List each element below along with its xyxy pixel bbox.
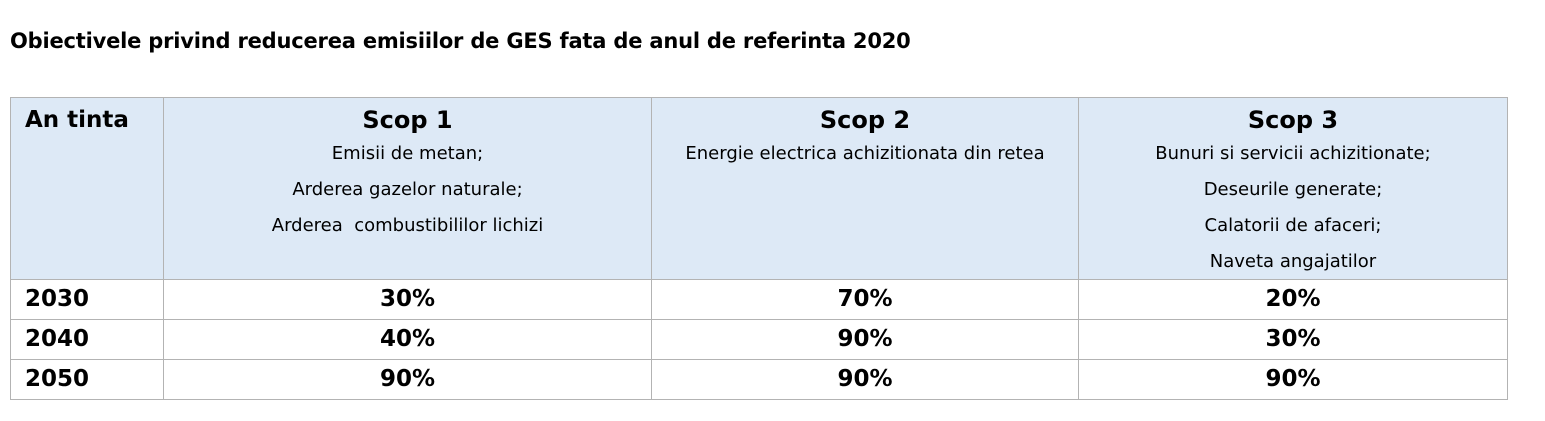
target-year-cell: 2050 xyxy=(10,359,164,400)
scope-3-value: 90% xyxy=(1078,359,1508,400)
scope-3-line: Calatorii de afaceri; xyxy=(1204,215,1382,236)
ges-reduction-table: An tinta Scop 1 Emisii de metan; Arderea… xyxy=(10,97,1508,400)
scope-1-line: Emisii de metan; xyxy=(331,143,484,164)
header-scope-2: Scop 2 Energie electrica achizitionata d… xyxy=(651,97,1079,280)
table-row: 2050 90% 90% 90% xyxy=(10,359,1508,400)
scope-2-value: 70% xyxy=(651,279,1079,320)
target-year-cell: 2040 xyxy=(10,319,164,360)
scope-1-line: Arderea combustibililor lichizi xyxy=(271,215,544,236)
table-row: 2030 30% 70% 20% xyxy=(10,279,1508,320)
scope-1-line: Arderea gazelor naturale; xyxy=(292,179,523,200)
document-title: Obiectivele privind reducerea emisiilor … xyxy=(10,29,911,53)
scope-2-line: Energie electrica achizitionata din rete… xyxy=(685,143,1045,164)
scope-1-label: Scop 1 xyxy=(362,106,453,134)
scope-2-label: Scop 2 xyxy=(819,106,911,134)
scope-3-line: Deseurile generate; xyxy=(1203,179,1383,200)
scope-3-label: Scop 3 xyxy=(1247,106,1339,134)
scope-3-line: Bunuri si servicii achizitionate; xyxy=(1155,143,1431,164)
scope-2-value: 90% xyxy=(651,319,1079,360)
table-header-row: An tinta Scop 1 Emisii de metan; Arderea… xyxy=(10,97,1508,280)
scope-3-value: 30% xyxy=(1078,319,1508,360)
scope-1-value: 30% xyxy=(163,279,652,320)
scope-1-value: 40% xyxy=(163,319,652,360)
scope-3-value: 20% xyxy=(1078,279,1508,320)
scope-2-value: 90% xyxy=(651,359,1079,400)
target-year-cell: 2030 xyxy=(10,279,164,320)
table-row: 2040 40% 90% 30% xyxy=(10,319,1508,360)
header-scope-1: Scop 1 Emisii de metan; Arderea gazelor … xyxy=(163,97,652,280)
scope-1-value: 90% xyxy=(163,359,652,400)
scope-3-line: Naveta angajatilor xyxy=(1209,251,1377,272)
header-scope-3: Scop 3 Bunuri si servicii achizitionate;… xyxy=(1078,97,1508,280)
header-target-year: An tinta xyxy=(10,97,164,280)
